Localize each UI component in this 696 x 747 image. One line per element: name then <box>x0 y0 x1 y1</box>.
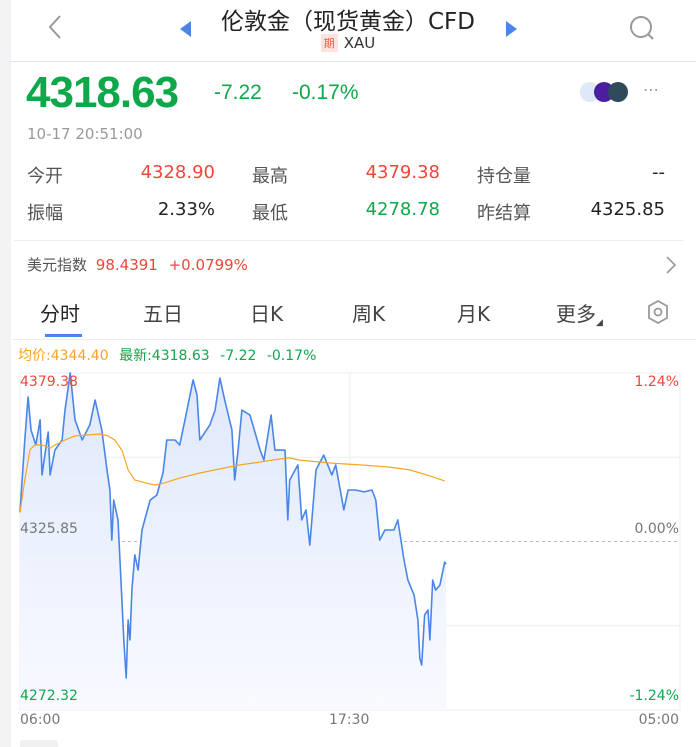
tab-intraday[interactable]: 分时 <box>40 302 80 326</box>
y-label-high-pct: 1.24% <box>634 374 679 390</box>
prev-instrument-button[interactable] <box>180 21 192 41</box>
next-instrument-button[interactable] <box>505 21 517 41</box>
stat-value-oi: -- <box>652 162 665 183</box>
chart-legend: 均价:4344.40 最新:4318.63 -7.22 -0.17% <box>18 345 316 365</box>
y-label-high: 4379.38 <box>20 374 78 390</box>
stat-value-open: 4328.90 <box>140 162 215 183</box>
usd-index-row[interactable]: 美元指数 98.4391 +0.0799% <box>27 254 677 276</box>
usd-index-value: 98.4391 <box>95 256 158 274</box>
average-price-line <box>19 433 445 513</box>
tab-more[interactable]: 更多◢ <box>556 298 603 328</box>
stat-label-prev-settle: 昨结算 <box>477 203 531 224</box>
stat-value-amplitude: 2.33% <box>157 199 215 220</box>
back-button[interactable] <box>44 12 68 42</box>
legend-change: -7.22 <box>220 348 257 364</box>
price-change-pct: -0.17% <box>292 81 359 104</box>
tab-5day[interactable]: 五日 <box>143 302 183 326</box>
dropdown-triangle-icon: ◢ <box>596 318 603 328</box>
price-area-fill <box>20 372 447 710</box>
x-tick-mid: 17:30 <box>329 712 370 728</box>
more-icon[interactable]: ⋯ <box>643 80 659 99</box>
triangle-left-icon <box>180 21 191 37</box>
header-divider <box>9 61 696 62</box>
futures-badge: 期 <box>320 34 338 52</box>
x-tick-end: 05:00 <box>638 712 679 728</box>
stat-value-prev-settle: 4325.85 <box>590 199 665 220</box>
settings-hexagon-icon <box>648 299 668 325</box>
tab-daily-k[interactable]: 日K <box>250 302 284 326</box>
triangle-right-icon <box>506 21 517 37</box>
legend-latest: 最新:4318.63 <box>119 348 210 364</box>
stat-label-high: 最高 <box>252 166 288 187</box>
y-label-mid: 4325.85 <box>20 521 78 537</box>
quote-timestamp: 10-17 20:51:00 <box>27 125 143 143</box>
stat-label-open: 今开 <box>27 166 63 187</box>
stat-value-high: 4379.38 <box>365 162 440 183</box>
tabs-divider <box>12 339 696 340</box>
usd-index-change: +0.0799% <box>168 256 248 274</box>
y-label-low-pct: -1.24% <box>629 688 679 704</box>
avatar <box>608 82 628 102</box>
x-tick-start: 06:00 <box>20 712 61 728</box>
search-button[interactable] <box>628 14 656 46</box>
instrument-symbol: 期 XAU <box>0 34 696 52</box>
stat-label-amplitude: 振幅 <box>27 203 63 224</box>
legend-change-pct: -0.17% <box>266 348 317 364</box>
stat-label-oi: 持仓量 <box>477 166 531 187</box>
left-margin <box>0 0 11 747</box>
tab-more-label: 更多 <box>556 302 596 326</box>
instrument-title: 伦敦金（现货黄金）CFD <box>221 9 475 35</box>
usd-index-label: 美元指数 <box>27 256 88 274</box>
last-price: 4318.63 <box>26 68 179 117</box>
chevron-right-icon <box>666 256 677 274</box>
tab-weekly-k[interactable]: 周K <box>352 302 386 326</box>
chevron-left-icon <box>48 15 61 39</box>
stats-divider <box>14 240 684 241</box>
legend-avg: 均价:4344.40 <box>18 348 109 364</box>
stat-label-low: 最低 <box>252 203 288 224</box>
y-label-mid-pct: 0.00% <box>634 521 679 537</box>
symbol-text: XAU <box>343 34 376 52</box>
chart-settings-button[interactable] <box>646 299 670 329</box>
bottom-panel-handle[interactable] <box>20 740 58 747</box>
stat-value-low: 4278.78 <box>365 199 440 220</box>
y-label-low: 4272.32 <box>20 688 78 704</box>
price-change: -7.22 <box>214 81 262 104</box>
price-line <box>19 372 447 679</box>
tab-monthly-k[interactable]: 月K <box>457 302 491 326</box>
community-avatars[interactable] <box>580 82 628 102</box>
search-icon <box>630 16 654 40</box>
active-tab-indicator <box>45 334 82 337</box>
